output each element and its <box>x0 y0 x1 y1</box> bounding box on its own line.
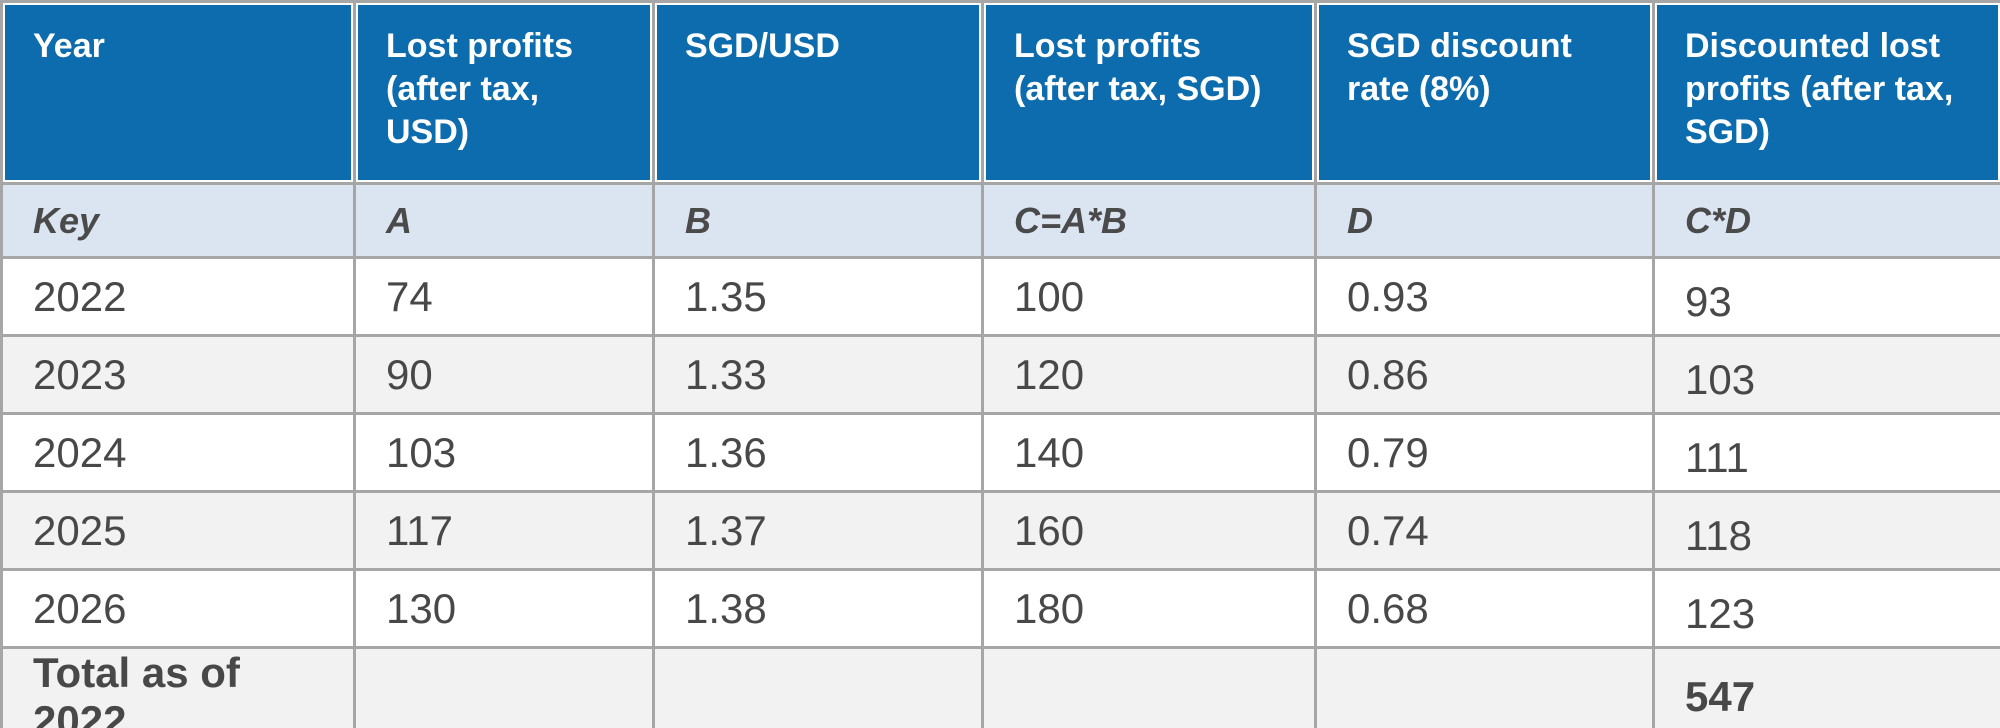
key-row: Key A B C=A*B D C*D <box>0 182 2000 259</box>
key-cell-c: C=A*B <box>981 182 1317 259</box>
cell-discounted-lost-profits: 93 <box>1652 256 2000 337</box>
table-row-2023: 2023 90 1.33 120 0.86 103 <box>0 334 2000 415</box>
cell-lost-profits-usd: 90 <box>353 334 655 415</box>
cell-year: 2026 <box>0 568 356 649</box>
cell-sgd-usd: 1.35 <box>652 256 984 337</box>
cell-lost-profits-sgd: 180 <box>981 568 1317 649</box>
cell-year: 2025 <box>0 490 356 571</box>
key-cell-b: B <box>652 182 984 259</box>
cell-lost-profits-sgd: 140 <box>981 412 1317 493</box>
key-cell-a: A <box>353 182 655 259</box>
cell-sgd-usd: 1.36 <box>652 412 984 493</box>
table-row-2024: 2024 103 1.36 140 0.79 111 <box>0 412 2000 493</box>
cell-year: 2023 <box>0 334 356 415</box>
table-row-2026: 2026 130 1.38 180 0.68 123 <box>0 568 2000 649</box>
cell-lost-profits-sgd: 100 <box>981 256 1317 337</box>
total-empty-d <box>1314 646 1655 728</box>
cell-sgd-usd: 1.37 <box>652 490 984 571</box>
key-cell-label: Key <box>0 182 356 259</box>
total-label: Total as of 2022 <box>0 646 356 728</box>
key-cell-cd: C*D <box>1652 182 2000 259</box>
cell-discount-rate: 0.79 <box>1314 412 1655 493</box>
cell-lost-profits-usd: 74 <box>353 256 655 337</box>
cell-lost-profits-sgd: 120 <box>981 334 1317 415</box>
cell-lost-profits-usd: 117 <box>353 490 655 571</box>
total-empty-c <box>981 646 1317 728</box>
table-row-2022: 2022 74 1.35 100 0.93 93 <box>0 256 2000 337</box>
total-empty-a <box>353 646 655 728</box>
col-header-sgd-discount-rate: SGD discount rate (8%) <box>1314 0 1655 185</box>
cell-discount-rate: 0.68 <box>1314 568 1655 649</box>
col-header-lost-profits-sgd: Lost profits (after tax, SGD) <box>981 0 1317 185</box>
cell-discounted-lost-profits: 118 <box>1652 490 2000 571</box>
cell-discounted-lost-profits: 111 <box>1652 412 2000 493</box>
total-row: Total as of 2022 547 <box>0 646 2000 728</box>
col-header-year: Year <box>0 0 356 185</box>
cell-discount-rate: 0.93 <box>1314 256 1655 337</box>
cell-sgd-usd: 1.33 <box>652 334 984 415</box>
col-header-discounted-lost-profits: Discounted lost profits (after tax, SGD) <box>1652 0 2000 185</box>
cell-discounted-lost-profits: 103 <box>1652 334 2000 415</box>
cell-discount-rate: 0.86 <box>1314 334 1655 415</box>
cell-lost-profits-usd: 130 <box>353 568 655 649</box>
cell-lost-profits-usd: 103 <box>353 412 655 493</box>
cell-year: 2024 <box>0 412 356 493</box>
cell-discount-rate: 0.74 <box>1314 490 1655 571</box>
total-empty-b <box>652 646 984 728</box>
col-header-sgd-usd: SGD/USD <box>652 0 984 185</box>
table-row-2025: 2025 117 1.37 160 0.74 118 <box>0 490 2000 571</box>
cell-discounted-lost-profits: 123 <box>1652 568 2000 649</box>
table-header-row: Year Lost profits (after tax, USD) SGD/U… <box>0 0 2000 185</box>
cell-year: 2022 <box>0 256 356 337</box>
col-header-lost-profits-usd: Lost profits (after tax, USD) <box>353 0 655 185</box>
cell-lost-profits-sgd: 160 <box>981 490 1317 571</box>
cell-sgd-usd: 1.38 <box>652 568 984 649</box>
total-discounted-lost-profits: 547 <box>1652 646 2000 728</box>
key-cell-d: D <box>1314 182 1655 259</box>
